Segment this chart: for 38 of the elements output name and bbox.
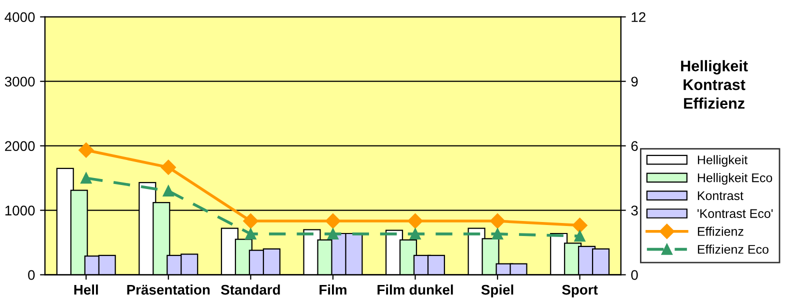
point bbox=[492, 228, 504, 240]
x-tick-label: Standard bbox=[220, 284, 280, 295]
y2-tick-label: 9 bbox=[631, 76, 638, 87]
legend-label: Helligkeit Eco bbox=[698, 173, 772, 185]
legend-label: Effizienz bbox=[698, 226, 744, 236]
point bbox=[410, 228, 421, 240]
x-tick-label: Sport bbox=[562, 284, 598, 298]
point bbox=[574, 230, 586, 242]
x-tick-label: Spiel bbox=[481, 284, 514, 298]
point bbox=[572, 218, 588, 233]
y-tick-label: 3000 bbox=[4, 76, 35, 87]
x-tick-label: Präsentation bbox=[127, 284, 210, 295]
point bbox=[162, 185, 174, 197]
point bbox=[78, 142, 94, 158]
legend-label: 'Kontrast Eco' bbox=[698, 209, 773, 218]
point bbox=[325, 213, 341, 229]
point bbox=[245, 228, 256, 240]
point bbox=[490, 213, 506, 229]
legend-label: Helligkeit bbox=[698, 155, 748, 167]
point bbox=[408, 213, 423, 229]
y-tick-label: 1000 bbox=[5, 206, 35, 216]
text: Helligkeit Kontrast Effizienz bbox=[681, 60, 748, 109]
y-tick-label: 0 bbox=[28, 270, 35, 280]
point bbox=[160, 160, 176, 175]
y2-tick-label: 12 bbox=[632, 12, 646, 22]
x-tick-label: Hell bbox=[74, 284, 98, 295]
y2-tick-label: 0 bbox=[631, 270, 638, 280]
point bbox=[243, 213, 258, 229]
x-tick-label: Film bbox=[320, 284, 346, 295]
point bbox=[80, 172, 92, 184]
y-tick-label: 4000 bbox=[4, 12, 35, 22]
y2-tick-label: 6 bbox=[631, 141, 638, 151]
y2-tick-label: 3 bbox=[631, 206, 638, 216]
y-tick-label: 2000 bbox=[5, 141, 35, 151]
x-tick-label: Film dunkel bbox=[378, 284, 453, 295]
legend-label: Kontrast bbox=[698, 191, 744, 200]
legend-label: Effizienz Eco bbox=[698, 244, 768, 254]
point bbox=[327, 228, 339, 240]
